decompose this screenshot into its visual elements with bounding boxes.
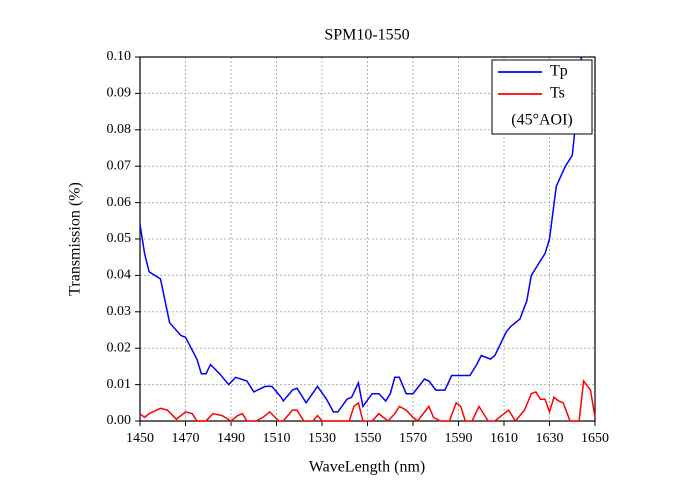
x-tick-label: 1510 <box>263 431 291 446</box>
x-axis-label: WaveLength (nm) <box>309 459 425 476</box>
legend-label: Ts <box>550 85 565 102</box>
y-tick-label: 0.03 <box>107 304 132 319</box>
x-tick-label: 1550 <box>354 431 382 446</box>
x-tick-label: 1470 <box>172 431 200 446</box>
x-tick-label: 1610 <box>490 431 518 446</box>
y-tick-label: 0.04 <box>107 268 132 283</box>
x-tick-label: 1650 <box>581 431 609 446</box>
y-tick-label: 0.01 <box>107 377 132 392</box>
y-tick-label: 0.08 <box>107 122 132 137</box>
legend-label: Tp <box>550 63 568 80</box>
x-tick-label: 1590 <box>445 431 473 446</box>
y-tick-label: 0.10 <box>107 49 132 64</box>
x-tick-label: 1490 <box>217 431 245 446</box>
x-tick-label: 1570 <box>399 431 427 446</box>
y-tick-label: 0.09 <box>107 86 132 101</box>
y-tick-label: 0.07 <box>107 158 132 173</box>
y-axis-label: Transmission (%) <box>67 182 84 296</box>
y-tick-label: 0.02 <box>107 340 132 355</box>
y-tick-label: 0.00 <box>107 413 132 428</box>
series-line <box>139 56 583 413</box>
annotation: (45°AOI) <box>511 112 573 129</box>
chart-title: SPM10-1550 <box>324 27 409 44</box>
x-tick-label: 1450 <box>126 431 154 446</box>
x-tick-label: 1630 <box>536 431 564 446</box>
y-tick-label: 0.06 <box>107 195 132 210</box>
y-tick-label: 0.05 <box>107 231 132 246</box>
x-tick-label: 1530 <box>308 431 336 446</box>
series-line <box>139 379 596 423</box>
